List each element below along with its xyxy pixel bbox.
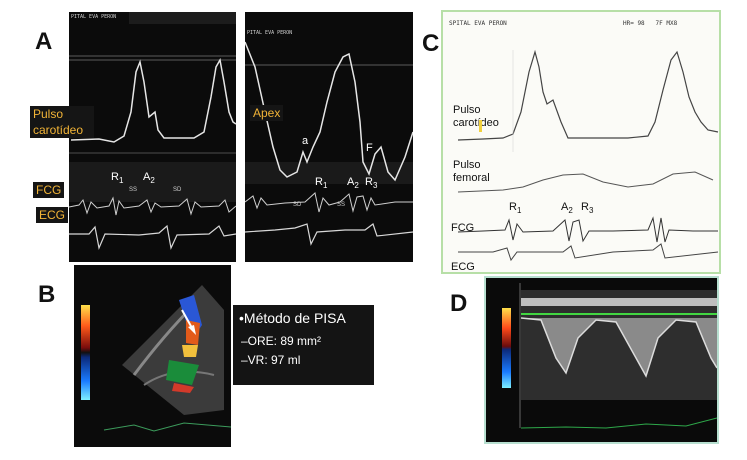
- panel-c-r1: R1: [509, 201, 521, 215]
- panel-a-right-header: PITAL EVA PERON: [247, 30, 293, 36]
- panel-a-right-r3-letter: R: [365, 176, 373, 188]
- panel-a-right-sd: SD: [293, 202, 302, 208]
- panel-c-a2-letter: A: [561, 201, 569, 213]
- panel-c-image: SPITAL EVA PERON HR= 98 7F MX8 Pulso car…: [441, 10, 721, 274]
- panel-a-left-sd: SD: [173, 187, 182, 193]
- panel-a-right-wave-f: F: [366, 142, 373, 154]
- panel-c-header-left: SPITAL EVA PERON: [449, 20, 507, 27]
- panel-a-left-r1: R1: [111, 172, 123, 185]
- panel-letter-b: B: [38, 281, 56, 308]
- panel-a-left-a2: A2: [143, 172, 155, 185]
- panel-a-right-r3-sub: 3: [372, 181, 378, 191]
- panel-c-label-fcg: FCG: [451, 222, 475, 234]
- pisa-vr: –VR: 97 ml: [241, 353, 301, 367]
- panel-a-right-a2-sub: 2: [354, 181, 359, 191]
- panel-a-left-image: PITAL EVA PERON R1 A2 SS SD: [69, 12, 236, 262]
- label-pulso-carotideo: Pulso carotídeo: [30, 106, 94, 138]
- panel-a-left-traces: [69, 55, 236, 251]
- panel-b-echo-graphics: [81, 285, 231, 432]
- panel-d-doppler-image: [484, 276, 719, 444]
- label-apex: Apex: [250, 105, 284, 121]
- panel-a-right-r1-letter: R: [315, 176, 323, 188]
- pisa-title: •Método de PISA: [239, 310, 346, 326]
- panel-a-left-header: PITAL EVA PERON: [71, 14, 117, 20]
- panel-c-r1-letter: R: [509, 201, 517, 213]
- panel-a-right-traces: [245, 41, 413, 246]
- label-fcg-a: FCG: [33, 182, 65, 198]
- panel-c-r1-sub: 1: [516, 206, 522, 216]
- panel-a-right-r1: R1: [315, 177, 327, 190]
- panel-a-right-a2-letter: A: [347, 176, 355, 188]
- panel-a-left-a2-sub: 2: [150, 176, 155, 186]
- panel-a-right-wave-a: a: [302, 135, 309, 147]
- panel-c-label-femoral: Pulso femoral: [453, 159, 490, 184]
- panel-a-left-r1-sub: 1: [118, 176, 124, 186]
- panel-a-right-r3: R3: [365, 177, 377, 190]
- panel-a-right-a2: A2: [347, 177, 359, 190]
- panel-c-carotid-marker: [479, 120, 482, 132]
- panel-a-left-fcg-band: [69, 162, 236, 202]
- panel-d-spectral-doppler: [502, 283, 717, 429]
- panel-c-a2: A2: [561, 201, 573, 215]
- pisa-info-box: •Método de PISA –ORE: 89 mm² –VR: 97 ml: [233, 305, 374, 385]
- panel-c-r3-sub: 3: [588, 206, 594, 216]
- color-scale-bar: [81, 305, 90, 400]
- label-ecg-a: ECG: [36, 207, 69, 223]
- pisa-ore: –ORE: 89 mm²: [241, 334, 322, 348]
- panel-a-right-r1-sub: 1: [322, 181, 328, 191]
- panel-a-left-ss: SS: [129, 187, 138, 193]
- panel-a-left-r1-letter: R: [111, 171, 119, 183]
- panel-d-color-scale: [502, 308, 511, 388]
- panel-a-left-header-bar: [129, 12, 236, 24]
- panel-c-label-ecg: ECG: [451, 261, 475, 273]
- panel-a-right-ss: SS: [337, 202, 346, 208]
- panel-c-a2-sub: 2: [568, 206, 573, 216]
- panel-b-doppler-image: [74, 265, 231, 447]
- panel-c-label-carotid: Pulso carotídeo: [453, 104, 499, 129]
- panel-letter-a: A: [35, 28, 53, 55]
- panel-a-left-a2-letter: A: [143, 171, 151, 183]
- panel-letter-c: C: [422, 30, 440, 57]
- panel-c-r3-letter: R: [581, 201, 589, 213]
- arrow-line: [181, 309, 193, 329]
- panel-letter-d: D: [450, 290, 468, 317]
- panel-c-r3: R3: [581, 201, 593, 215]
- arrow-head: [188, 325, 196, 335]
- panel-a-right-image: PITAL EVA PERON a F R1 A2 R3 SD SS: [245, 12, 413, 262]
- panel-c-header-right: HR= 98 7F MX8: [623, 20, 678, 27]
- panel-c-traces: [457, 49, 719, 262]
